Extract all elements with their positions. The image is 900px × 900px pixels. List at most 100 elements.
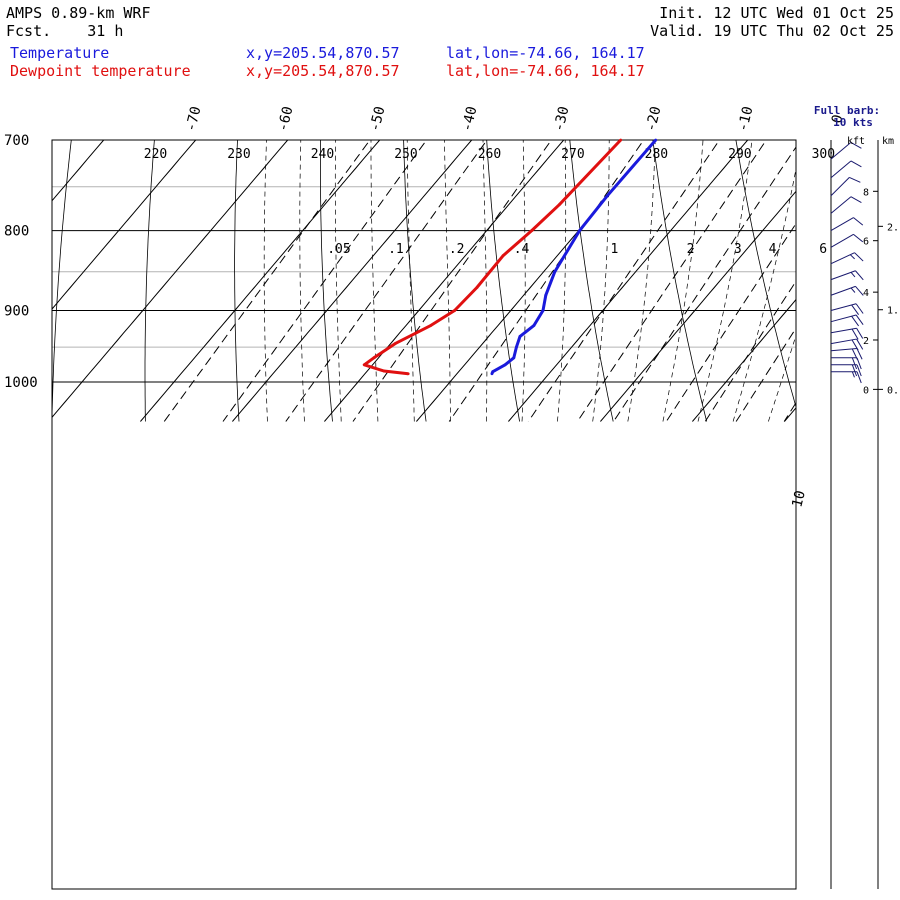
dry-adiabat-line: [52, 140, 72, 422]
isotherm-label: -40: [459, 105, 481, 133]
wind-barb-flag: [856, 338, 864, 350]
mixing-ratio-label: .1: [388, 242, 404, 257]
wind-barb-flag: [854, 252, 864, 262]
wind-barb-flag: [856, 364, 862, 377]
moist-adiabat-line: [444, 140, 451, 422]
mixing-ratio-line: [527, 140, 721, 422]
moist-adiabat-line: [839, 79, 900, 421]
pressure-tick-label: 700: [4, 133, 29, 149]
wind-barb-flag: [849, 176, 861, 183]
fcst-value: 31 h: [87, 22, 124, 40]
dry-adiabat-line: [486, 140, 520, 422]
plot-border: [51, 139, 797, 890]
wind-barb-flag: [856, 327, 864, 339]
mixing-ratio-label: .2: [449, 242, 465, 257]
wind-barb-flag: [855, 303, 864, 314]
wind-barb: [830, 338, 864, 351]
moist-adiabat-line: [406, 140, 415, 422]
dry-adiabat-label: 250: [394, 147, 417, 162]
barb-note-line1: Full barb:: [814, 104, 880, 117]
wind-barb-flag: [856, 371, 862, 384]
kft-tick-label: 0: [863, 385, 869, 396]
temperature-point: [532, 323, 536, 327]
wind-barb-flag: [851, 315, 860, 327]
forecast-hour: Fcst. 31 h: [6, 22, 123, 40]
wind-barb-staff: [830, 233, 854, 248]
dewpoint-point: [475, 286, 479, 289]
mixing-ratio-line: [285, 140, 488, 422]
wind-barb-staff: [830, 177, 850, 197]
chart-labels: 700 800 900 1000 -70 -60 -50 -40 -30 -20 -10 0 10 220…: [4, 105, 847, 509]
mixing-ratio-line: [576, 140, 767, 422]
isotherm-line: [692, 298, 796, 422]
wind-barb-staff: [830, 217, 854, 232]
mixing-ratio-line: [783, 401, 796, 422]
moist-adiabat-line: [804, 79, 900, 421]
wind-barb-flag: [850, 287, 856, 293]
chart-grid: [51, 79, 900, 890]
moist-adiabat-line: [732, 167, 796, 422]
km-label: km: [882, 136, 894, 147]
moist-adiabat-line: [263, 140, 268, 422]
temperature-point: [490, 372, 494, 376]
wind-barb-flag: [856, 348, 863, 360]
moist-adiabat-line: [627, 140, 656, 422]
moist-adiabat-line: [662, 140, 704, 422]
moist-adiabat-line: [557, 140, 567, 422]
kft-tick-label: 6: [863, 237, 869, 248]
mixing-ratio-label: 4: [769, 242, 777, 257]
plot-area-clip: [52, 79, 900, 422]
dry-adiabat-line: [144, 140, 155, 422]
wind-barb: [830, 233, 864, 248]
wind-barb-flag: [850, 196, 862, 203]
moist-adiabat-line: [482, 140, 488, 422]
mixing-ratio-label: 1: [610, 242, 618, 257]
pressure-tick-label: 800: [4, 224, 29, 240]
moist-adiabat-line: [697, 140, 753, 422]
wind-barb: [830, 196, 862, 214]
km-tick-label: 0.: [887, 385, 899, 396]
wind-barb: [830, 141, 862, 160]
mixing-ratio-line: [704, 280, 796, 422]
isotherm-line: [324, 140, 565, 422]
wind-barb-flag: [850, 141, 862, 149]
wind-barb-flag: [851, 371, 855, 378]
wind-barb: [830, 252, 864, 265]
wind-barb-flag: [850, 160, 862, 168]
dry-adiabat-label: 220: [144, 147, 167, 162]
moist-adiabat-line: [521, 140, 526, 422]
model-title: AMPS 0.89-km WRF: [6, 4, 151, 22]
mixing-ratio-line: [735, 327, 796, 422]
wind-barb-flag: [856, 357, 862, 370]
dry-adiabat-label: 240: [311, 147, 334, 162]
wind-barb: [830, 176, 861, 197]
legend-temperature-name: Temperature: [10, 44, 110, 62]
isotherm-line: [52, 140, 197, 310]
isotherm-label: -20: [643, 105, 665, 133]
dewpoint-point: [406, 372, 410, 376]
wind-barb-flag: [849, 254, 855, 260]
isotherm-label: -70: [183, 105, 205, 133]
moist-adiabat-line: [334, 140, 342, 422]
dewpoint-point: [453, 309, 457, 312]
chart-series: [362, 138, 658, 376]
pressure-tick-label: 900: [4, 303, 29, 319]
temperature-point: [514, 345, 518, 349]
fcst-label: Fcst.: [6, 22, 52, 40]
isotherm-label: -60: [275, 105, 297, 133]
dewpoint-point: [362, 363, 366, 367]
km-tick-label: 1.: [887, 306, 899, 317]
temperature-point: [541, 309, 545, 312]
kft-tick-label: 2: [863, 336, 869, 347]
wind-barb-flag: [850, 272, 856, 278]
moist-adiabat-line: [592, 140, 610, 422]
wind-barb: [831, 357, 862, 370]
wind-barb: [830, 270, 864, 281]
dewpoint-point: [530, 229, 534, 232]
moist-adiabat-line: [768, 334, 796, 422]
temperature-point: [553, 270, 557, 274]
dry-adiabat-line: [569, 140, 614, 422]
mixing-ratio-line: [222, 140, 428, 422]
temperature-point: [503, 363, 507, 367]
dry-adiabat-label: 290: [728, 147, 751, 162]
